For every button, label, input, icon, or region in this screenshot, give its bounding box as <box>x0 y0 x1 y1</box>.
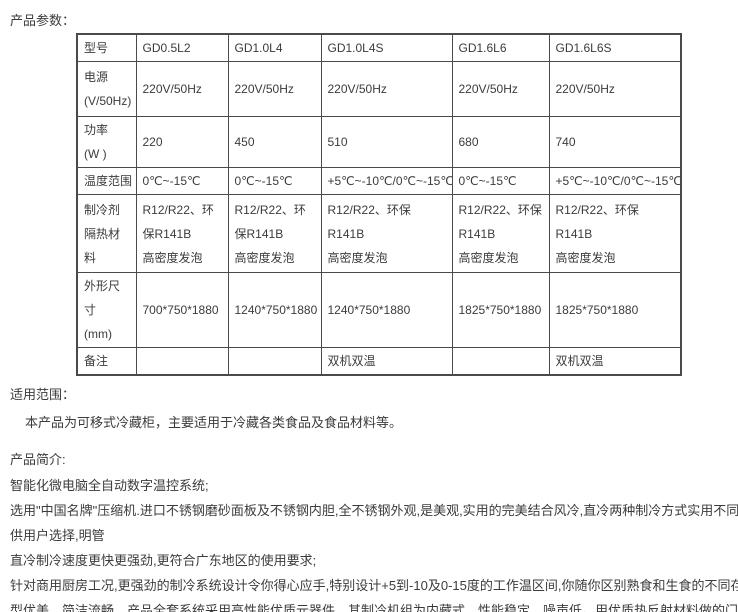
table-header-row: 型号 GD0.5L2 GD1.0L4 GD1.0L4S GD1.6L6 GD1.… <box>76 33 682 62</box>
cell: 220V/50Hz <box>227 61 322 117</box>
product-intro-line: 型优美，简洁流畅，产品全套系统采用高性能优质元器件，其制冷机组为内藏式，性能稳定… <box>10 603 738 612</box>
cell: 220 <box>135 116 229 168</box>
cell: 1240*750*1880 <box>320 272 453 348</box>
table-row-remarks: 备注 双机双温 双机双温 <box>76 347 682 376</box>
product-intro-line: 针对商用厨房工况,更强劲的制冷系统设计令你得心应手,特别设计+5到-10及0-1… <box>10 578 738 593</box>
cell: 220V/50Hz <box>548 61 682 117</box>
cell: +5℃~-10℃/0℃~-15℃ <box>320 167 453 195</box>
cell: 740 <box>548 116 682 168</box>
product-intro-paragraph: 智能化微电脑全自动数字温控系统; 选用"中国名牌"压缩机.进口不锈钢磨砂面板及不… <box>10 473 738 612</box>
section-title-parameters: 产品参数： <box>10 13 76 28</box>
spec-table: 型号 GD0.5L2 GD1.0L4 GD1.0L4S GD1.6L6 GD1.… <box>76 33 682 376</box>
section-title-applicable-range: 适用范围： <box>10 387 76 402</box>
header-cell: GD1.0L4S <box>320 33 453 62</box>
cell: 220V/50Hz <box>135 61 229 117</box>
cell: R12/R22、环保R141B 高密度发泡 <box>451 194 550 273</box>
product-intro-line: 直冷制冷速度更快更强劲,更符合广东地区的使用要求; <box>10 553 317 568</box>
table-row-refrigerant: 制冷剂 隔热材料 R12/R22、环保R141B 高密度发泡 R12/R22、环… <box>76 194 682 273</box>
cell: 0℃~-15℃ <box>451 167 550 195</box>
cell: 1825*750*1880 <box>548 272 682 348</box>
cell: 510 <box>320 116 453 168</box>
header-cell: GD1.6L6 <box>451 33 550 62</box>
table-row-wattage: 功率 (W ) 220 450 510 680 740 <box>76 116 682 168</box>
product-intro-line: 智能化微电脑全自动数字温控系统; <box>10 478 209 493</box>
header-cell: GD0.5L2 <box>135 33 229 62</box>
applicable-range-text: 本产品为可移式冷藏柜，主要适用于冷藏各类食品及食品材料等。 <box>25 415 403 430</box>
cell: 1240*750*1880 <box>227 272 322 348</box>
cell <box>135 347 229 376</box>
header-cell: GD1.6L6S <box>548 33 682 62</box>
cell: 680 <box>451 116 550 168</box>
row-label: 制冷剂 隔热材料 <box>76 194 137 273</box>
table-row-power-supply: 电源 (V/50Hz) 220V/50Hz 220V/50Hz 220V/50H… <box>76 61 682 117</box>
cell: 700*750*1880 <box>135 272 229 348</box>
cell: R12/R22、环保R141B 高密度发泡 <box>548 194 682 273</box>
section-title-product-intro: 产品简介: <box>10 452 66 467</box>
cell: 0℃~-15℃ <box>135 167 229 195</box>
cell: 220V/50Hz <box>451 61 550 117</box>
row-label: 外形尺寸 (mm) <box>76 272 137 348</box>
product-intro-line: 选用"中国名牌"压缩机.进口不锈钢磨砂面板及不锈钢内胆,全不锈钢外观,是美观,实… <box>10 503 738 518</box>
row-label: 温度范围 <box>76 167 137 195</box>
cell: R12/R22、环保R141B 高密度发泡 <box>320 194 453 273</box>
header-cell: GD1.0L4 <box>227 33 322 62</box>
row-label: 功率 (W ) <box>76 116 137 168</box>
header-cell-model: 型号 <box>76 33 137 62</box>
row-label: 电源 (V/50Hz) <box>76 61 137 117</box>
cell: +5℃~-10℃/0℃~-15℃ <box>548 167 682 195</box>
cell: 双机双温 <box>320 347 453 376</box>
cell: 双机双温 <box>548 347 682 376</box>
cell: 220V/50Hz <box>320 61 453 117</box>
cell <box>451 347 550 376</box>
table-row-temp-range: 温度范围 0℃~-15℃ 0℃~-15℃ +5℃~-10℃/0℃~-15℃ 0℃… <box>76 167 682 195</box>
cell: 450 <box>227 116 322 168</box>
cell: R12/R22、环保R141B 高密度发泡 <box>227 194 322 273</box>
cell <box>227 347 322 376</box>
cell: 1825*750*1880 <box>451 272 550 348</box>
table-row-dimensions: 外形尺寸 (mm) 700*750*1880 1240*750*1880 124… <box>76 272 682 348</box>
cell: R12/R22、环保R141B 高密度发泡 <box>135 194 229 273</box>
cell: 0℃~-15℃ <box>227 167 322 195</box>
row-label: 备注 <box>76 347 137 376</box>
product-intro-line: 供用户选择,明管 <box>10 528 105 543</box>
